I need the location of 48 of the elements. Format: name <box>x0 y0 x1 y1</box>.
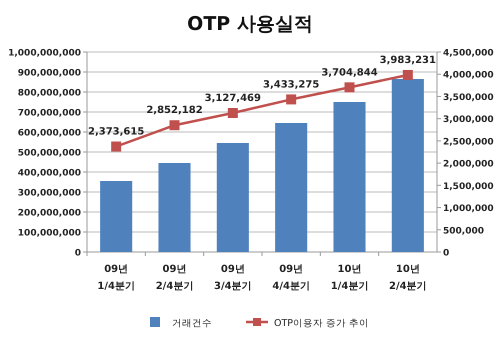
point <box>286 94 296 104</box>
bar <box>158 163 191 252</box>
x-tick-label: 09년 4/4분기 <box>272 264 310 292</box>
y2-tick-label: 1,000,000 <box>443 204 494 214</box>
data-label: 3,433,275 <box>263 79 320 90</box>
x-tick-label: 09년 2/4분기 <box>156 264 194 292</box>
y-tick-label: 900,000,000 <box>18 68 81 78</box>
y2-tick-label: 3,000,000 <box>443 115 494 126</box>
y-tick-label: 800,000,000 <box>18 88 81 98</box>
point <box>228 108 238 118</box>
bar <box>275 123 308 252</box>
x-tick-label: 09년 1/4분기 <box>97 264 135 292</box>
x-tick-label: 10년 2/4분기 <box>389 264 427 292</box>
y-tick-label: 300,000,000 <box>18 188 81 198</box>
y2-tick-label: 4,000,000 <box>443 70 494 81</box>
point <box>344 82 354 92</box>
y2-tick-label: 4,500,000 <box>443 48 494 58</box>
data-label: 3,983,231 <box>380 54 436 66</box>
legend-label: 거래건수 <box>172 318 212 329</box>
y2-tick-label: 500,000 <box>443 226 484 236</box>
bar <box>333 102 366 252</box>
bar <box>100 181 132 252</box>
y2-tick-label: 1,500,000 <box>443 182 494 192</box>
x-tick-label: 09년 3/4분기 <box>214 264 252 292</box>
chart-title: OTP 사용실적 <box>187 13 313 35</box>
y2-tick-label: 3,500,000 <box>443 92 494 103</box>
point <box>111 142 122 152</box>
data-label: 2,373,615 <box>88 126 144 138</box>
y-tick-label: 1,000,000,000 <box>8 48 81 58</box>
y2-tick-label: 0 <box>443 248 450 258</box>
y-tick-label: 200,000,000 <box>18 208 81 218</box>
data-label: 3,704,844 <box>321 67 378 78</box>
y-tick-label: 700,000,000 <box>18 108 81 118</box>
y-tick-label: 400,000,000 <box>18 168 81 178</box>
data-label: 2,852,182 <box>146 105 203 116</box>
data-label: 3,127,469 <box>204 93 262 104</box>
bar <box>392 79 424 252</box>
y2-tick-label: 2,500,000 <box>443 137 494 148</box>
y2-tick-label: 2,000,000 <box>443 160 494 170</box>
bar <box>216 143 249 252</box>
point <box>170 120 180 130</box>
x-tick-label: 10년 1/4분기 <box>330 264 368 292</box>
y-tick-label: 100,000,000 <box>18 228 81 238</box>
y-tick-label: 600,000,000 <box>18 128 81 138</box>
legend-label: OTP이용자 증가 추이 <box>274 318 370 329</box>
y-tick-label: 0 <box>74 248 81 258</box>
point <box>402 70 413 80</box>
y-tick-label: 500,000,000 <box>18 148 81 158</box>
